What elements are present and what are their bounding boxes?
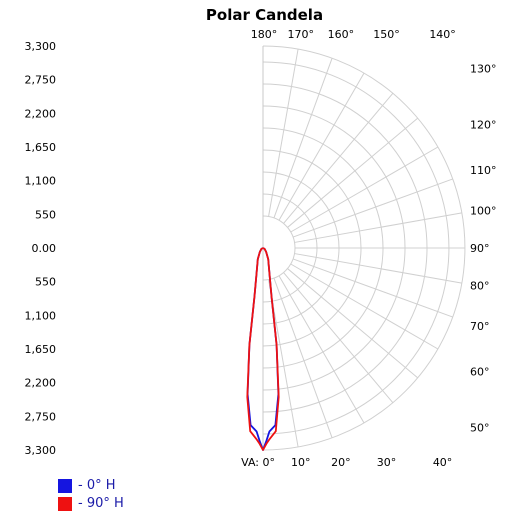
y-tick-label-0: 3,300 [25, 40, 57, 53]
y-tick-label-6: 0.00 [32, 242, 57, 255]
y-tick-label-1: 2,750 [25, 74, 57, 87]
grid-spoke-80 [294, 253, 463, 284]
angle-label-9: 90° [470, 242, 490, 255]
angle-label-7: 110° [470, 164, 497, 177]
angle-label-3: 150° [373, 28, 400, 41]
grid-spoke-40 [283, 272, 394, 404]
grid-spoke-60 [290, 263, 439, 350]
y-tick-label-12: 3,300 [25, 444, 57, 457]
angle-label-10: 80° [470, 280, 490, 293]
legend-label-90h: - 90° H [78, 496, 124, 511]
grid-spoke-140 [283, 92, 394, 224]
angle-label-5: 130° [470, 62, 497, 75]
y-tick-label-11: 2,750 [25, 410, 57, 423]
grid-spoke-100 [294, 212, 463, 243]
angle-labels: 180° 170° 160° 150° 140° 130° 120° 110° 100° 90° 8… [241, 28, 496, 469]
grid-spoke-160 [273, 58, 333, 219]
series-lines [246, 247, 280, 451]
legend-swatch-90h [58, 496, 72, 511]
angle-label-4: 140° [429, 28, 456, 41]
grid-spoke-20 [273, 277, 333, 438]
y-tick-label-7: 550 [35, 276, 56, 289]
grid-spokes [268, 48, 465, 448]
y-tick-label-2: 2,200 [25, 107, 57, 120]
y-axis-labels: 3,300 2,750 2,200 1,650 1,100 550 0.00 550 1,100… [25, 40, 57, 457]
angle-label-2: 160° [328, 28, 355, 41]
angle-label-6: 120° [470, 118, 497, 131]
angle-label-15: 10° [291, 456, 311, 469]
angle-label-11: 70° [470, 320, 490, 333]
angle-label-0: 180° [251, 28, 278, 41]
angle-label-18: 40° [433, 456, 453, 469]
y-tick-label-8: 1,100 [25, 309, 57, 322]
grid-spoke-130 [287, 117, 419, 228]
grid-spoke-110 [292, 178, 453, 238]
grid-spoke-50 [287, 268, 419, 379]
legend-item-90h: - 90° H [58, 496, 124, 511]
series-line-1 [246, 247, 280, 451]
y-tick-label-9: 1,650 [25, 343, 57, 356]
angle-label-8: 100° [470, 204, 497, 217]
y-tick-label-10: 2,200 [25, 377, 57, 390]
angle-label-13: 50° [470, 422, 490, 435]
chart-title: Polar Candela [205, 6, 324, 24]
grid-spoke-150 [278, 72, 365, 221]
angle-label-12: 60° [470, 366, 490, 379]
grid-spoke-70 [292, 258, 453, 318]
legend-label-0h: - 0° H [78, 478, 116, 493]
legend-swatch-0h [58, 478, 72, 493]
angle-label-1: 170° [287, 28, 314, 41]
y-tick-label-5: 550 [35, 208, 56, 221]
angle-label-14: VA: 0° [241, 456, 275, 469]
angle-label-16: 20° [331, 456, 351, 469]
grid-spoke-120 [290, 146, 439, 233]
angle-label-17: 30° [377, 456, 397, 469]
y-tick-label-3: 1,650 [25, 141, 57, 154]
grid-spoke-30 [278, 275, 365, 424]
legend-item-0h: - 0° H [58, 478, 116, 493]
y-tick-label-4: 1,100 [25, 175, 57, 188]
grid-spoke-170 [268, 48, 299, 217]
